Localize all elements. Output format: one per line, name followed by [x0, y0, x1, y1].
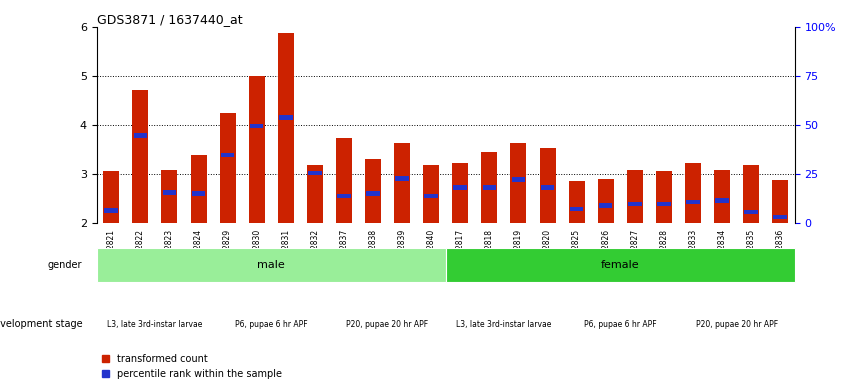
Bar — [307, 165, 323, 223]
Bar — [541, 185, 554, 190]
Text: development stage: development stage — [0, 319, 82, 329]
Bar — [249, 76, 265, 223]
Bar — [510, 143, 526, 223]
Bar — [395, 177, 409, 181]
Bar — [627, 170, 643, 223]
Bar — [104, 208, 118, 213]
Bar — [483, 185, 496, 190]
Bar — [278, 33, 294, 223]
Bar — [481, 152, 497, 223]
Bar — [453, 185, 467, 190]
Bar — [511, 177, 526, 182]
Bar — [394, 143, 410, 223]
Bar — [714, 170, 730, 223]
Bar — [599, 204, 612, 208]
Bar — [686, 200, 700, 204]
Text: L3, late 3rd-instar larvae: L3, late 3rd-instar larvae — [107, 320, 203, 329]
Bar — [162, 190, 177, 195]
Bar — [446, 248, 795, 282]
Bar — [774, 215, 787, 219]
Bar — [132, 89, 148, 223]
Text: gender: gender — [48, 260, 82, 270]
Bar — [423, 165, 439, 223]
Bar — [336, 138, 352, 223]
Text: P6, pupae 6 hr APF: P6, pupae 6 hr APF — [584, 320, 657, 329]
Bar — [743, 165, 759, 223]
Legend: transformed count, percentile rank within the sample: transformed count, percentile rank withi… — [102, 354, 282, 379]
Text: GDS3871 / 1637440_at: GDS3871 / 1637440_at — [97, 13, 242, 26]
Text: L3, late 3rd-instar larvae: L3, late 3rd-instar larvae — [456, 320, 552, 329]
Bar — [103, 171, 119, 223]
Text: P20, pupae 20 hr APF: P20, pupae 20 hr APF — [346, 320, 429, 329]
Bar — [337, 194, 351, 198]
Bar — [220, 113, 235, 223]
Bar — [715, 199, 729, 203]
Bar — [425, 194, 438, 198]
Bar — [161, 170, 177, 223]
Bar — [221, 153, 235, 157]
Bar — [97, 248, 446, 282]
Bar — [598, 179, 614, 223]
Bar — [365, 159, 381, 223]
Bar — [452, 163, 468, 223]
Text: male: male — [257, 260, 285, 270]
Bar — [250, 124, 263, 128]
Bar — [657, 202, 670, 206]
Bar — [191, 155, 207, 223]
Text: P20, pupae 20 hr APF: P20, pupae 20 hr APF — [696, 320, 778, 329]
Bar — [569, 181, 584, 223]
Bar — [685, 163, 701, 223]
Text: P6, pupae 6 hr APF: P6, pupae 6 hr APF — [235, 320, 308, 329]
Bar — [772, 180, 788, 223]
Text: female: female — [601, 260, 639, 270]
Bar — [744, 210, 758, 214]
Bar — [192, 191, 205, 195]
Bar — [570, 207, 584, 211]
Bar — [134, 133, 147, 138]
Bar — [279, 115, 293, 120]
Bar — [540, 148, 556, 223]
Bar — [656, 171, 672, 223]
Bar — [308, 170, 321, 175]
Bar — [366, 191, 380, 195]
Bar — [628, 202, 642, 206]
